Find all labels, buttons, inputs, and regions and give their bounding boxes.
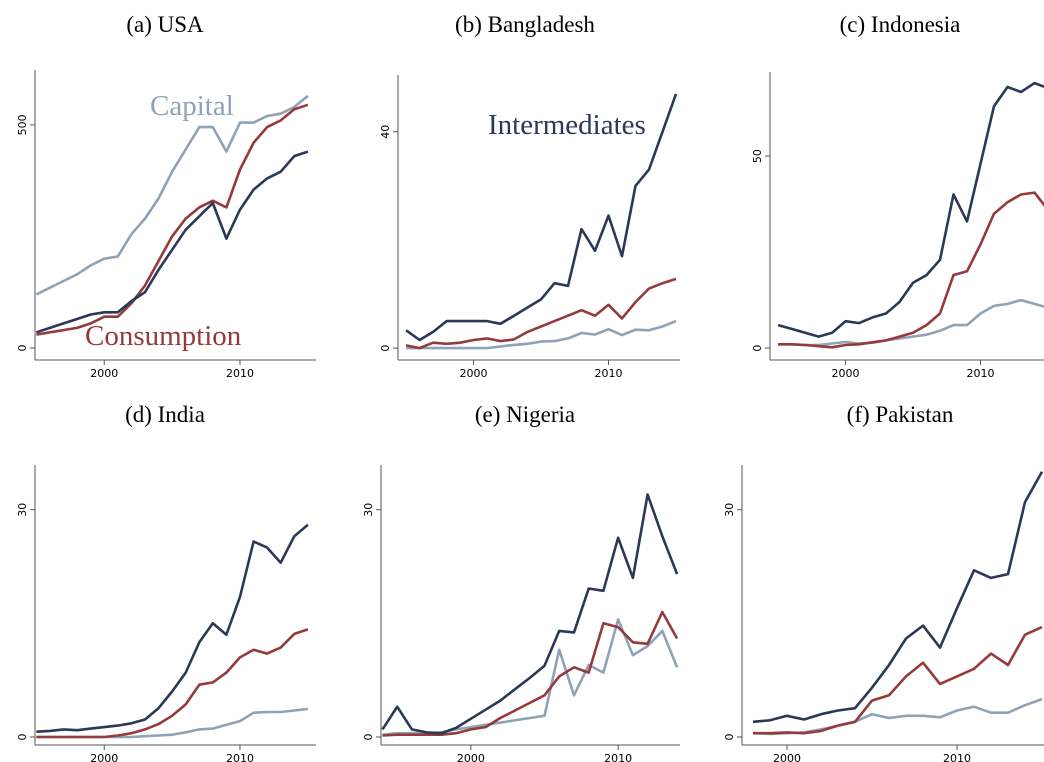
panel-title: (c) Indonesia (840, 12, 961, 37)
series-line (381, 493, 679, 735)
y-tick-label: 0 (379, 345, 392, 352)
x-tick-label: 2000 (460, 367, 488, 380)
x-tick-label: 2000 (832, 367, 860, 380)
series-line (406, 319, 677, 350)
series-line (35, 150, 309, 334)
series-line (405, 93, 678, 342)
y-tick-label: 50 (751, 149, 764, 163)
x-tick-label: 2010 (226, 367, 254, 380)
y-tick-label: 0 (751, 345, 764, 352)
panel-title: (e) Nigeria (475, 402, 575, 427)
series-line (752, 697, 1043, 736)
panel-title: (f) Pakistan (847, 402, 954, 427)
series-line (382, 610, 679, 737)
series-line (35, 94, 309, 296)
series-line (36, 103, 309, 336)
series-line (752, 471, 1044, 724)
y-tick-label: 0 (362, 733, 375, 740)
x-tick-label: 2010 (966, 367, 994, 380)
y-tick-label: 30 (723, 503, 736, 517)
series-line (777, 81, 1044, 338)
y-tick-label: 30 (16, 503, 29, 517)
x-tick-label: 2010 (604, 752, 632, 762)
series-line (753, 625, 1043, 735)
x-tick-label: 2010 (943, 752, 971, 762)
series-line (778, 298, 1044, 347)
x-tick-label: 2000 (90, 752, 118, 762)
series-line (36, 707, 309, 739)
series-label: Capital (150, 90, 234, 122)
x-tick-label: 2000 (773, 752, 801, 762)
x-tick-label: 2010 (594, 367, 622, 380)
series-label: Consumption (85, 320, 242, 352)
y-tick-label: 40 (379, 125, 392, 139)
x-tick-label: 2000 (90, 367, 118, 380)
panel-title: (d) India (125, 402, 205, 427)
series-line (36, 523, 309, 733)
series-line (405, 277, 677, 350)
panel-title: (b) Bangladesh (455, 12, 595, 37)
series-label: Intermediates (488, 109, 646, 141)
panel-title: (a) USA (126, 12, 204, 37)
y-tick-label: 0 (723, 733, 736, 740)
y-tick-label: 0 (16, 344, 29, 351)
y-tick-label: 30 (362, 503, 375, 517)
x-tick-label: 2010 (226, 752, 254, 762)
series-line (36, 628, 309, 739)
x-tick-label: 2000 (457, 752, 485, 762)
y-tick-label: 0 (16, 733, 29, 740)
y-tick-label: 500 (16, 114, 29, 135)
series-line (778, 191, 1044, 349)
